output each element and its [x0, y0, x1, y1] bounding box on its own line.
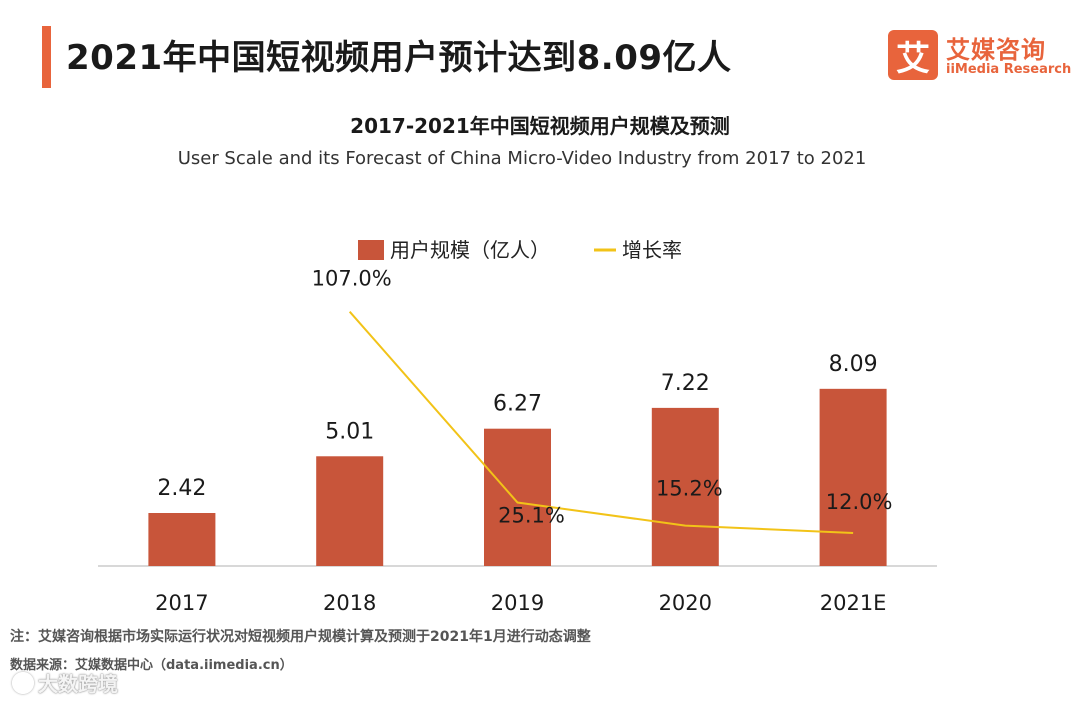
x-tick-label-2019: 2019: [491, 591, 544, 615]
bar-value-label-2018: 5.01: [325, 419, 374, 444]
growth-rate-line: [348, 311, 854, 535]
legend-line-label: 增长率: [622, 238, 682, 262]
logo-name-en: iiMedia Research: [946, 62, 1072, 77]
legend-bar-label: 用户规模（亿人）: [390, 238, 550, 262]
footnote: 注：艾媒咨询根据市场实际运行状况对短视频用户规模计算及预测于2021年1月进行动…: [10, 629, 591, 645]
x-tick-label-2017: 2017: [155, 591, 208, 615]
bar-2021E: [819, 388, 887, 566]
logo-name-cn: 艾媒咨询: [946, 36, 1046, 64]
bar-value-label-2017: 2.42: [157, 476, 206, 501]
legend-bar-swatch: [358, 240, 384, 260]
x-tick-label-2018: 2018: [323, 591, 376, 615]
chart-subtitle: User Scale and its Forecast of China Mic…: [177, 148, 867, 169]
bar-2017: [148, 513, 216, 566]
chart-title: 2017-2021年中国短视频用户规模及预测: [350, 114, 730, 138]
bar-2020: [651, 407, 719, 566]
bar-2019: [484, 428, 551, 566]
bar-value-label-2021E: 8.09: [829, 352, 878, 377]
title-accent-bar: [42, 26, 51, 88]
bar-value-label-2019: 6.27: [493, 392, 542, 417]
growth-rate-label-2019: 25.1%: [498, 504, 565, 528]
bar-2018: [316, 456, 384, 566]
watermark-icon: [12, 672, 34, 694]
x-tick-label-2021E: 2021E: [820, 591, 887, 615]
logo-badge-icon: 艾: [888, 30, 938, 80]
data-source: 数据来源：艾媒数据中心（data.iimedia.cn）: [10, 658, 293, 673]
growth-rate-label-2020: 15.2%: [656, 477, 723, 501]
growth-rate-label-2018: 107.0%: [312, 267, 392, 291]
page-title: 2021年中国短视频用户预计达到8.09亿人: [66, 38, 732, 78]
watermark-text: 大数跨境: [38, 672, 118, 696]
watermark: 大数跨境: [12, 668, 118, 697]
x-tick-label-2020: 2020: [659, 591, 712, 615]
growth-rate-label-2021E: 12.0%: [826, 490, 893, 514]
bar-value-label-2020: 7.22: [661, 371, 710, 396]
